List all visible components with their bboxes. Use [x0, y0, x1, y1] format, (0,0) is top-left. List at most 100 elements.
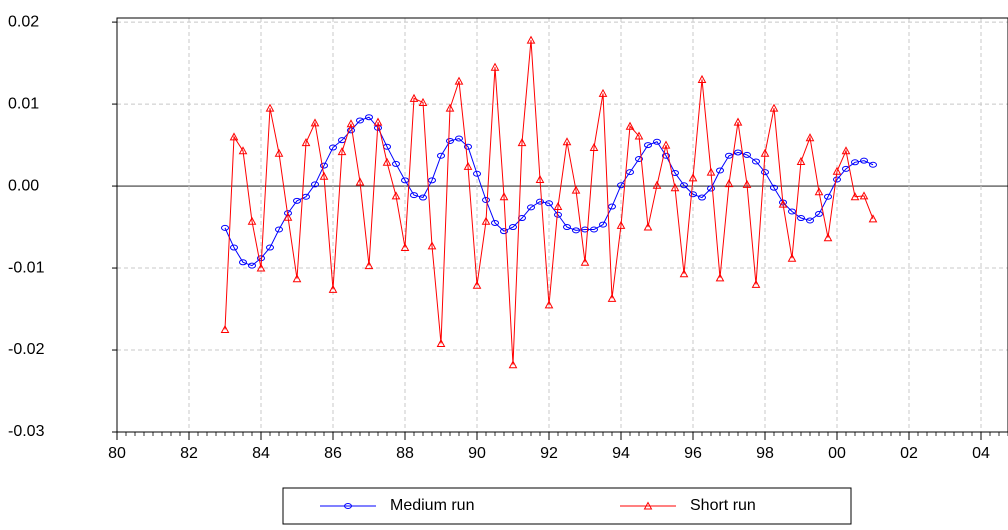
x-tick-label: 90 — [468, 445, 486, 462]
point-marker — [751, 279, 761, 288]
point-marker — [220, 324, 230, 334]
point-marker — [283, 212, 293, 221]
point-marker — [401, 177, 409, 184]
point-marker — [536, 198, 544, 205]
y-tick-label: 0.00 — [8, 177, 39, 194]
point-marker — [346, 119, 356, 128]
point-marker — [418, 97, 428, 106]
point-marker — [760, 148, 770, 157]
y-tick-label: -0.03 — [8, 423, 45, 440]
point-marker — [400, 242, 410, 252]
point-marker — [652, 180, 662, 189]
x-tick-label: 98 — [756, 445, 774, 462]
plot-frame — [116, 17, 1008, 433]
point-marker — [769, 103, 779, 112]
point-marker — [733, 117, 743, 126]
point-marker — [581, 226, 589, 233]
point-marker — [851, 159, 859, 166]
point-marker — [392, 160, 400, 167]
point-marker — [311, 181, 319, 188]
point-marker — [643, 222, 653, 231]
y-tick-label: 0.01 — [8, 95, 39, 112]
point-marker — [860, 157, 868, 164]
point-marker — [455, 135, 463, 142]
x-tick-label: 82 — [180, 445, 198, 462]
point-marker — [463, 161, 473, 170]
point-marker — [545, 200, 553, 207]
series-line — [224, 116, 874, 267]
point-marker — [841, 146, 851, 155]
point-marker — [356, 117, 364, 124]
point-marker — [589, 142, 599, 152]
point-marker — [508, 360, 518, 369]
point-marker — [833, 176, 841, 183]
point-marker — [562, 137, 572, 146]
point-marker — [859, 191, 869, 200]
point-marker — [265, 103, 275, 112]
point-marker — [554, 211, 562, 218]
point-marker — [329, 144, 337, 151]
point-marker — [599, 221, 607, 228]
point-marker — [725, 152, 733, 159]
point-marker — [679, 269, 689, 278]
x-tick-label: 96 — [684, 445, 702, 462]
point-marker — [320, 162, 328, 169]
point-marker — [806, 217, 814, 224]
series-line — [224, 40, 874, 365]
point-marker — [409, 93, 419, 102]
x-tick-label: 00 — [828, 445, 846, 462]
y-tick-label: -0.01 — [8, 259, 45, 276]
point-marker — [662, 152, 670, 159]
point-marker — [310, 118, 320, 127]
point-marker — [626, 169, 634, 176]
point-marker — [499, 192, 509, 201]
point-marker — [527, 204, 535, 211]
point-marker — [608, 203, 616, 210]
point-marker — [698, 194, 706, 201]
point-marker — [697, 74, 707, 83]
x-tick-label: 84 — [252, 445, 270, 462]
point-marker — [689, 191, 697, 198]
point-marker — [707, 185, 715, 192]
point-marker — [598, 88, 608, 97]
point-marker — [238, 146, 248, 155]
x-tick-label: 02 — [900, 445, 918, 462]
point-marker — [544, 300, 554, 309]
point-marker — [427, 241, 437, 250]
point-marker — [706, 167, 716, 176]
point-marker — [491, 219, 499, 226]
x-tick-label: 80 — [108, 445, 126, 462]
point-marker — [553, 201, 563, 211]
point-marker — [391, 191, 401, 200]
point-marker — [436, 338, 446, 347]
y-tick-label: 0.02 — [8, 13, 39, 30]
point-marker — [787, 253, 797, 262]
legend-box — [282, 487, 852, 525]
point-marker — [734, 149, 742, 156]
point-marker — [428, 177, 436, 184]
point-marker — [337, 147, 347, 156]
legend-label: Medium run — [390, 497, 474, 514]
point-marker — [472, 280, 482, 289]
point-marker — [347, 127, 355, 134]
point-marker — [275, 226, 283, 233]
point-marker — [788, 208, 796, 215]
point-marker — [796, 156, 806, 165]
point-marker — [832, 166, 842, 175]
point-marker — [644, 142, 652, 149]
x-tick-label: 86 — [324, 445, 342, 462]
point-marker — [221, 224, 229, 231]
point-marker — [473, 170, 481, 177]
point-marker — [770, 184, 778, 191]
point-marker — [761, 169, 769, 176]
point-marker — [688, 173, 698, 182]
x-tick-label: 92 — [540, 445, 558, 462]
x-tick-label: 88 — [396, 445, 414, 462]
point-marker — [364, 261, 374, 270]
point-marker — [229, 132, 239, 141]
point-marker — [850, 192, 860, 201]
point-marker — [590, 226, 598, 233]
point-marker — [680, 182, 688, 189]
